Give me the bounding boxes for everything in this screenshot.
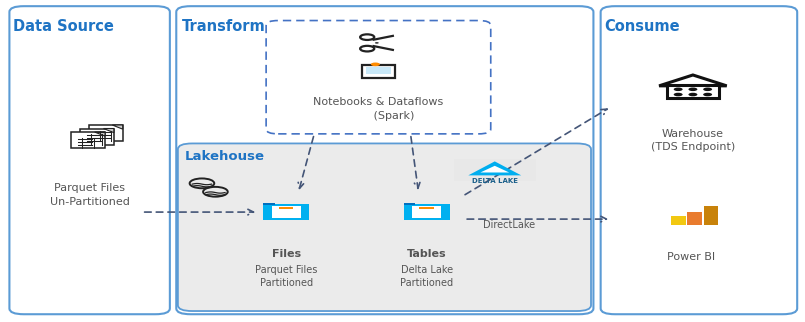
Bar <box>80 128 114 145</box>
Text: Parquet Files
Partitioned: Parquet Files Partitioned <box>255 265 317 288</box>
Polygon shape <box>103 128 114 133</box>
Bar <box>366 67 390 74</box>
Text: Warehouse
(TDS Endpoint): Warehouse (TDS Endpoint) <box>650 129 735 152</box>
Bar <box>279 207 294 209</box>
Text: DELTA LAKE: DELTA LAKE <box>472 178 518 184</box>
Text: Data Source: Data Source <box>14 19 114 34</box>
Circle shape <box>688 88 697 91</box>
Bar <box>263 204 309 220</box>
Bar <box>667 85 719 99</box>
Polygon shape <box>659 75 727 86</box>
Bar <box>271 206 301 218</box>
Text: Tables: Tables <box>407 249 447 259</box>
Circle shape <box>688 93 697 96</box>
Circle shape <box>371 62 380 66</box>
Text: Transform: Transform <box>182 19 266 34</box>
Circle shape <box>674 93 683 96</box>
Text: Power BI: Power BI <box>667 252 716 262</box>
Bar <box>671 216 686 225</box>
Polygon shape <box>112 125 122 129</box>
Circle shape <box>703 93 712 96</box>
Bar <box>403 203 415 204</box>
Circle shape <box>703 88 712 91</box>
Bar <box>361 65 395 78</box>
Text: Notebooks & Dataflows
         (Spark): Notebooks & Dataflows (Spark) <box>313 97 444 121</box>
FancyBboxPatch shape <box>178 143 591 311</box>
Circle shape <box>674 88 683 91</box>
Polygon shape <box>95 132 105 136</box>
Polygon shape <box>481 166 510 173</box>
Text: Delta Lake
Partitioned: Delta Lake Partitioned <box>400 265 453 288</box>
Bar <box>454 159 535 181</box>
FancyBboxPatch shape <box>10 6 170 314</box>
Bar <box>687 212 702 225</box>
Bar <box>403 204 449 220</box>
Text: Lakehouse: Lakehouse <box>184 150 264 163</box>
Text: DirectLake: DirectLake <box>483 220 535 230</box>
Text: Files: Files <box>271 249 301 259</box>
Bar <box>704 206 718 225</box>
FancyBboxPatch shape <box>601 6 797 314</box>
Bar <box>89 125 122 141</box>
Text: Consume: Consume <box>605 19 680 34</box>
Text: Parquet Files
Un-Partitioned: Parquet Files Un-Partitioned <box>50 183 130 207</box>
Circle shape <box>375 42 379 44</box>
Polygon shape <box>469 161 521 175</box>
FancyBboxPatch shape <box>176 6 593 314</box>
Bar <box>263 203 275 204</box>
Bar <box>72 132 105 148</box>
Bar <box>419 207 434 209</box>
Bar <box>412 206 441 218</box>
